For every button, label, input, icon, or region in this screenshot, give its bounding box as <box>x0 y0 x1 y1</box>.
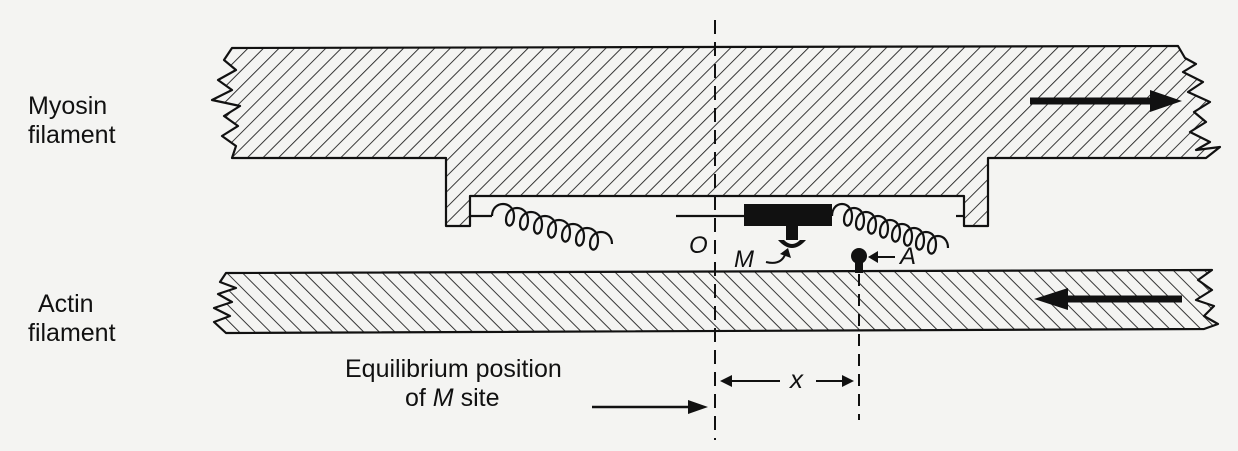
a-site <box>851 248 895 420</box>
m-site <box>716 204 832 248</box>
m-site-block <box>744 204 832 226</box>
actin-motion-arrowhead <box>1034 288 1068 310</box>
right-spring <box>830 202 964 255</box>
m-site-stem <box>786 226 798 240</box>
m-site-pointer-head <box>780 248 791 258</box>
a-site-pointer-head <box>868 251 878 263</box>
left-spring <box>470 202 716 251</box>
actin-filament-label: Actin filament <box>28 290 116 348</box>
equilibrium-label-site: site <box>453 384 500 412</box>
equilibrium-label-of: of <box>405 384 433 412</box>
equilibrium-label: Equilibrium position of M site <box>345 355 562 413</box>
actin-filament <box>212 268 1220 335</box>
myosin-filament-label: Myosin filament <box>28 92 116 150</box>
x-distance-label: x <box>788 364 804 394</box>
equilibrium-label-m: M <box>432 384 454 412</box>
a-site-label: A <box>898 243 916 270</box>
m-site-hook <box>778 240 806 248</box>
m-site-label: M <box>734 246 754 273</box>
x-dimension <box>720 375 854 387</box>
a-site-stem <box>855 260 863 273</box>
origin-label: O <box>689 232 708 259</box>
myosin-motion-arrowhead <box>1150 90 1182 112</box>
equilibrium-label-line1: Equilibrium position <box>345 355 562 383</box>
actin-label-line1: Actin <box>38 290 94 318</box>
equilibrium-label-line2: of M site <box>345 384 562 413</box>
myosin-label-line2: filament <box>28 121 116 149</box>
actin-label-line2: filament <box>28 319 116 347</box>
equilibrium-pointer <box>592 400 708 414</box>
myosin-label-line1: Myosin <box>28 92 108 120</box>
